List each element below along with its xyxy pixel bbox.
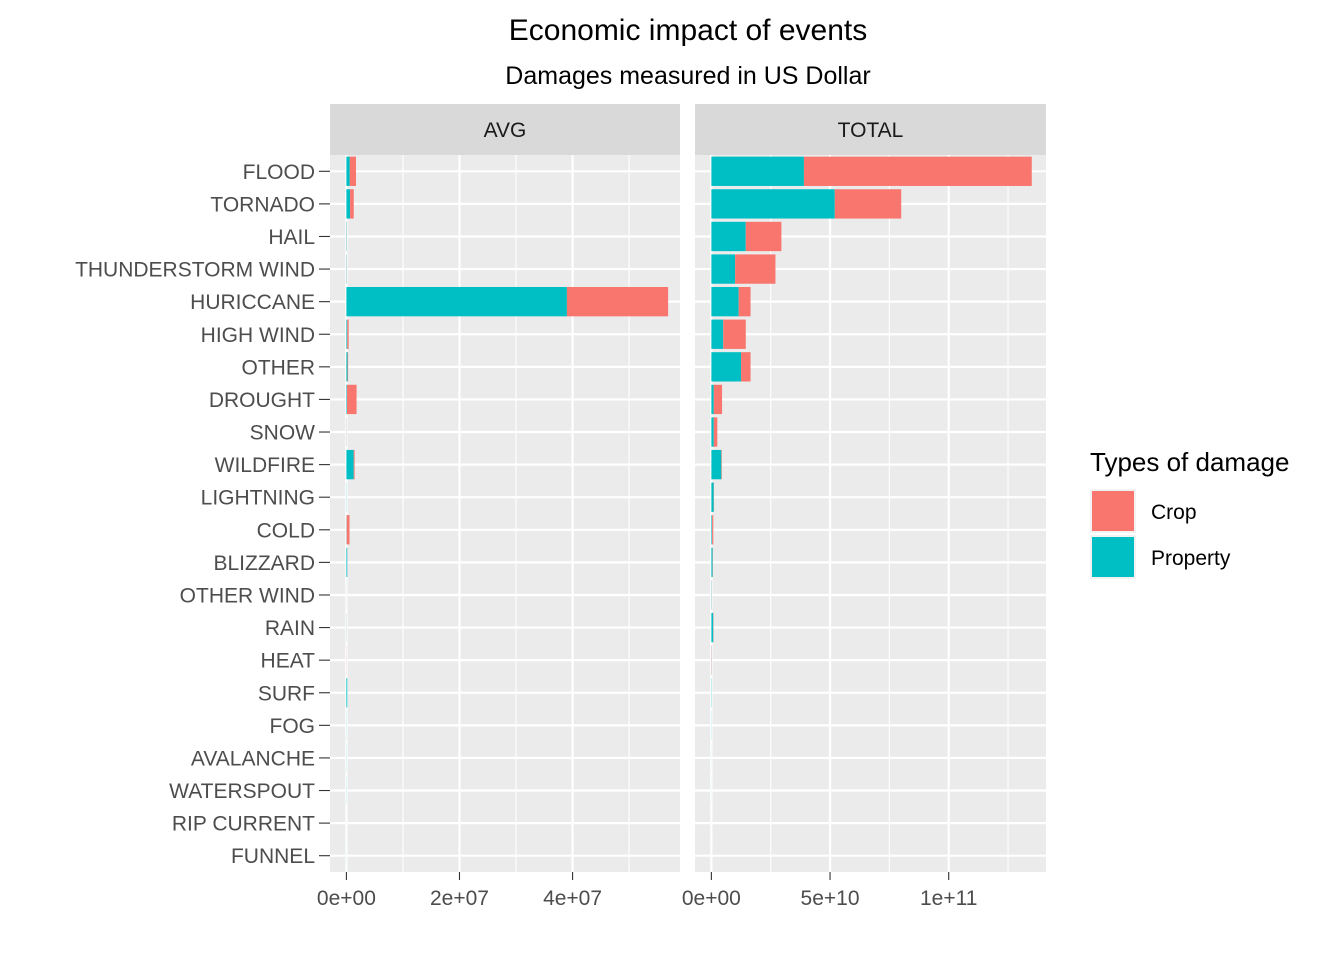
bar-total-high-wind-crop <box>723 320 746 349</box>
bar-total-drought-property <box>711 385 713 414</box>
bar-avg-tornado-crop <box>350 189 354 218</box>
category-label-drought: DROUGHT <box>209 389 315 412</box>
bar-avg-surf-property <box>346 678 347 707</box>
category-label-other: OTHER <box>242 356 316 379</box>
bar-avg-flood-crop <box>350 157 356 186</box>
category-label-snow: SNOW <box>250 422 316 445</box>
bar-total-high-wind-property <box>711 320 723 349</box>
category-label-hail: HAIL <box>268 226 315 249</box>
legend-label-property: Property <box>1151 547 1231 570</box>
x-tick-label-total: 0e+00 <box>682 887 741 910</box>
category-label-heat: HEAT <box>261 650 316 673</box>
bar-total-lightning-property <box>711 483 713 512</box>
x-tick-label-avg: 4e+07 <box>543 887 602 910</box>
bar-total-hail-crop <box>746 222 782 251</box>
bar-total-drought-crop <box>714 385 722 414</box>
facet-avg: AVG 0e+00 2e+07 4e+07 <box>317 104 680 910</box>
bar-avg-wildfire-property <box>346 450 353 479</box>
category-label-thunderstorm-wind: THUNDERSTORM WIND <box>75 259 315 282</box>
legend-title: Types of damage <box>1090 447 1289 477</box>
category-label-rip-current: RIP CURRENT <box>172 813 315 836</box>
category-label-flood: FLOOD <box>243 161 315 184</box>
legend-entry-crop: Crop <box>1090 489 1197 533</box>
bar-avg-drought-property <box>346 385 347 414</box>
category-label-rain: RAIN <box>265 617 315 640</box>
bar-avg-other-crop <box>348 352 349 381</box>
category-label-avalanche: AVALANCHE <box>191 747 315 770</box>
bar-total-thunderstorm-wind-property <box>711 254 735 283</box>
legend-entries: Crop Property <box>1090 489 1231 579</box>
category-label-high-wind: HIGH WIND <box>201 324 315 347</box>
bar-total-cold-property <box>711 515 712 544</box>
bar-total-wildfire-property <box>711 450 721 479</box>
bar-avg-huriccane-property <box>346 287 567 316</box>
bar-avg-tornado-property <box>346 189 350 218</box>
bar-avg-high-wind-property <box>346 320 347 349</box>
bar-avg-huriccane-crop <box>567 287 668 316</box>
category-label-waterspout: WATERSPOUT <box>169 780 315 803</box>
category-label-huriccane: HURICCANE <box>190 291 315 314</box>
x-tick-label-avg: 2e+07 <box>430 887 489 910</box>
legend-entry-property: Property <box>1090 535 1231 579</box>
category-label-fog: FOG <box>270 715 316 738</box>
category-label-surf: SURF <box>258 682 315 705</box>
legend-swatch-crop <box>1092 491 1134 531</box>
bar-avg-wildfire-crop <box>354 450 355 479</box>
facet-panels: AVG 0e+00 2e+07 4e+07 TOTAL 0e+00 5e+10 1e+11 <box>317 104 1046 910</box>
chart-subtitle: Damages measured in US Dollar <box>505 62 870 90</box>
category-label-wildfire: WILDFIRE <box>215 454 315 477</box>
bar-avg-drought-crop <box>347 385 357 414</box>
bar-total-huriccane-crop <box>739 287 751 316</box>
bar-total-flood-property <box>711 157 804 186</box>
bar-total-snow-crop <box>714 417 718 446</box>
facet-strip-label-total: TOTAL <box>838 119 904 142</box>
category-label-tornado: TORNADO <box>210 193 315 216</box>
panel-background-avg <box>330 155 680 872</box>
facet-strip-label-avg: AVG <box>484 119 527 142</box>
bar-total-cold-crop <box>712 515 713 544</box>
bar-total-blizzard-property <box>711 548 712 577</box>
bar-total-other-crop <box>741 352 750 381</box>
bar-total-thunderstorm-wind-crop <box>735 254 775 283</box>
x-tick-label-avg: 0e+00 <box>317 887 376 910</box>
category-label-blizzard: BLIZZARD <box>213 552 315 575</box>
bar-total-flood-crop <box>804 157 1032 186</box>
bar-avg-cold-crop <box>347 515 350 544</box>
category-label-lightning: LIGHTNING <box>201 487 315 510</box>
facet-total: TOTAL 0e+00 5e+10 1e+11 <box>682 104 1046 910</box>
bar-avg-blizzard-property <box>346 548 347 577</box>
category-label-funnel: FUNNEL <box>231 845 315 868</box>
bar-total-tornado-property <box>711 189 834 218</box>
category-axis: FLOOD TORNADO HAIL THUNDERSTORM WIND HURICCA… <box>75 161 330 868</box>
bar-total-snow-property <box>711 417 713 446</box>
bar-total-tornado-crop <box>835 189 901 218</box>
bar-avg-other-property <box>346 352 347 381</box>
bar-total-huriccane-property <box>711 287 738 316</box>
legend: Types of damage Crop Property <box>1090 447 1289 579</box>
x-tick-label-total: 5e+10 <box>801 887 860 910</box>
bar-avg-high-wind-crop <box>347 320 348 349</box>
category-label-cold: COLD <box>257 519 315 542</box>
legend-swatch-property <box>1092 537 1134 577</box>
bar-total-hail-property <box>711 222 745 251</box>
bar-avg-flood-property <box>346 157 349 186</box>
bar-total-rain-property <box>711 613 713 642</box>
bar-total-other-property <box>711 352 741 381</box>
category-label-other-wind: OTHER WIND <box>180 584 315 607</box>
legend-label-crop: Crop <box>1151 501 1197 524</box>
chart-title: Economic impact of events <box>509 14 868 47</box>
x-tick-label-total: 1e+11 <box>920 887 977 910</box>
